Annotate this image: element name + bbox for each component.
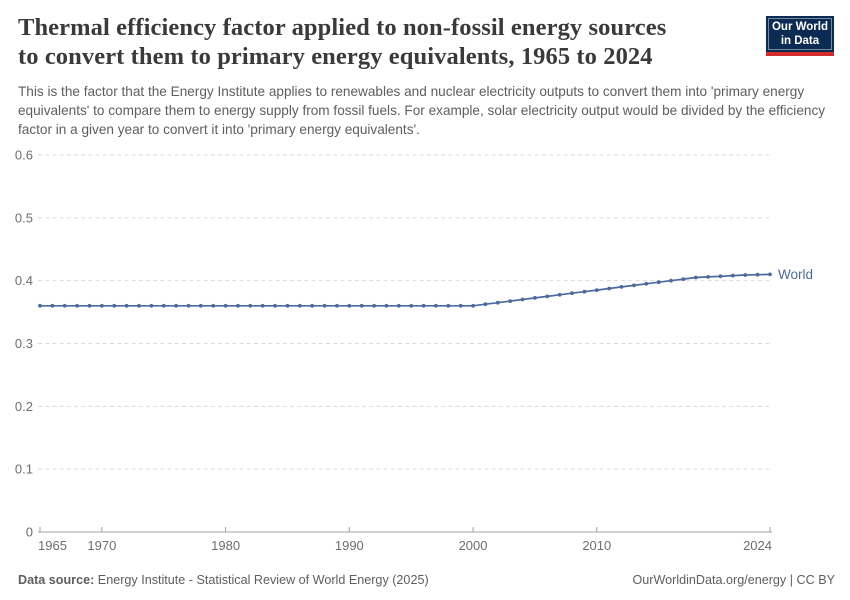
data-point-marker[interactable] — [100, 303, 104, 308]
data-point-marker[interactable] — [644, 281, 649, 286]
data-point-marker[interactable] — [297, 303, 302, 308]
title-line-2: to convert them to primary energy equiva… — [18, 43, 653, 70]
data-point-marker[interactable] — [396, 303, 401, 308]
footer-attribution: OurWorldinData.org/energy | CC BY — [632, 573, 835, 587]
data-point-marker[interactable] — [174, 303, 179, 308]
data-point-marker[interactable] — [335, 303, 339, 308]
data-point-marker[interactable] — [372, 303, 376, 308]
x-axis-tick-label: 1965 — [38, 538, 67, 553]
data-point-marker[interactable] — [421, 303, 426, 308]
data-point-marker[interactable] — [446, 303, 451, 308]
data-point-marker[interactable] — [607, 286, 612, 291]
data-point-marker[interactable] — [706, 275, 710, 279]
data-point-marker[interactable] — [285, 303, 290, 308]
data-point-marker[interactable] — [768, 272, 772, 277]
data-point-marker[interactable] — [161, 303, 166, 308]
data-point-marker[interactable] — [149, 303, 154, 308]
data-point-marker[interactable] — [508, 299, 513, 303]
data-point-marker[interactable] — [198, 303, 203, 308]
data-point-marker[interactable] — [533, 296, 537, 300]
data-point-marker[interactable] — [545, 294, 550, 299]
x-axis-tick-label: 2000 — [459, 538, 488, 553]
data-point-marker[interactable] — [458, 303, 463, 308]
title-line-1: Thermal efficiency factor applied to non… — [18, 14, 667, 41]
data-point-marker[interactable] — [124, 303, 129, 308]
data-point-marker[interactable] — [260, 303, 265, 308]
data-point-marker[interactable] — [743, 273, 748, 277]
page-title: Thermal efficiency factor applied to non… — [18, 13, 836, 71]
data-point-marker[interactable] — [236, 303, 240, 308]
data-point-marker[interactable] — [359, 303, 364, 308]
chart-header: Thermal efficiency factor applied to non… — [18, 13, 836, 139]
x-axis-tick-label: 2024 — [743, 538, 772, 553]
x-axis-tick-label: 2010 — [582, 538, 611, 553]
chart-footer: Data source: Energy Institute - Statisti… — [18, 573, 835, 587]
data-point-marker[interactable] — [322, 303, 327, 308]
data-point-marker[interactable] — [718, 274, 723, 279]
data-point-marker[interactable] — [347, 303, 352, 308]
logo-text-line-2: in Data — [780, 34, 820, 47]
data-point-marker[interactable] — [656, 280, 661, 285]
data-point-marker[interactable] — [409, 303, 414, 308]
y-axis-tick-label: 0.2 — [15, 399, 33, 414]
data-source-value: Energy Institute - Statistical Review of… — [94, 573, 429, 587]
series-label-world[interactable]: World — [778, 267, 813, 282]
data-point-marker[interactable] — [619, 285, 624, 289]
x-axis-tick-label: 1990 — [335, 538, 364, 553]
data-source-text: Data source: Energy Institute - Statisti… — [18, 573, 429, 587]
y-axis-tick-label: 0.5 — [15, 210, 33, 225]
data-point-marker[interactable] — [211, 303, 216, 308]
chart-subtitle: This is the factor that the Energy Insti… — [18, 84, 826, 137]
y-axis-tick-label: 0.4 — [15, 273, 33, 288]
y-axis-tick-label: 0.6 — [15, 148, 33, 163]
logo-text-line-1: Our World — [771, 21, 828, 33]
data-point-marker[interactable] — [471, 303, 475, 308]
y-axis-tick-label: 0 — [26, 525, 33, 540]
data-point-marker[interactable] — [62, 303, 67, 308]
data-point-marker[interactable] — [384, 303, 389, 308]
data-source-label: Data source: — [18, 573, 95, 587]
data-point-marker[interactable] — [495, 300, 500, 305]
data-point-marker[interactable] — [693, 275, 698, 280]
y-axis-tick-label: 0.1 — [15, 462, 33, 477]
x-axis-tick-label: 1980 — [211, 538, 240, 553]
data-point-marker[interactable] — [681, 277, 686, 281]
line-chart[interactable]: 0 0.1 0.2 0.3 0.4 0.5 0.6 1965 1970 1980 1990 2000 2… — [0, 140, 850, 568]
data-point-marker[interactable] — [434, 303, 438, 308]
data-point-marker[interactable] — [75, 303, 79, 308]
world-series-line[interactable] — [40, 273, 771, 307]
owid-logo: Our World in Data — [765, 16, 834, 56]
data-point-marker[interactable] — [632, 283, 636, 288]
data-point-marker[interactable] — [557, 292, 562, 297]
y-axis-tick-label: 0.3 — [15, 336, 33, 351]
data-point-marker[interactable] — [87, 303, 92, 308]
data-point-marker[interactable] — [273, 303, 277, 308]
data-point-marker[interactable] — [112, 303, 117, 308]
data-point-marker[interactable] — [582, 289, 587, 294]
data-point-marker[interactable] — [50, 303, 55, 308]
data-point-marker[interactable] — [520, 297, 525, 302]
data-point-marker[interactable] — [223, 303, 228, 308]
data-point-marker[interactable] — [137, 303, 141, 308]
data-point-marker[interactable] — [38, 303, 42, 308]
data-point-marker[interactable] — [594, 288, 599, 292]
data-point-marker[interactable] — [483, 302, 488, 307]
data-point-marker[interactable] — [570, 291, 574, 296]
data-point-marker[interactable] — [731, 273, 735, 278]
data-point-marker[interactable] — [310, 303, 315, 308]
data-point-marker[interactable] — [669, 278, 673, 283]
data-point-marker[interactable] — [248, 303, 253, 308]
data-point-marker[interactable] — [755, 272, 760, 277]
x-axis-tick-label: 1970 — [87, 538, 116, 553]
data-point-marker[interactable] — [186, 303, 191, 308]
